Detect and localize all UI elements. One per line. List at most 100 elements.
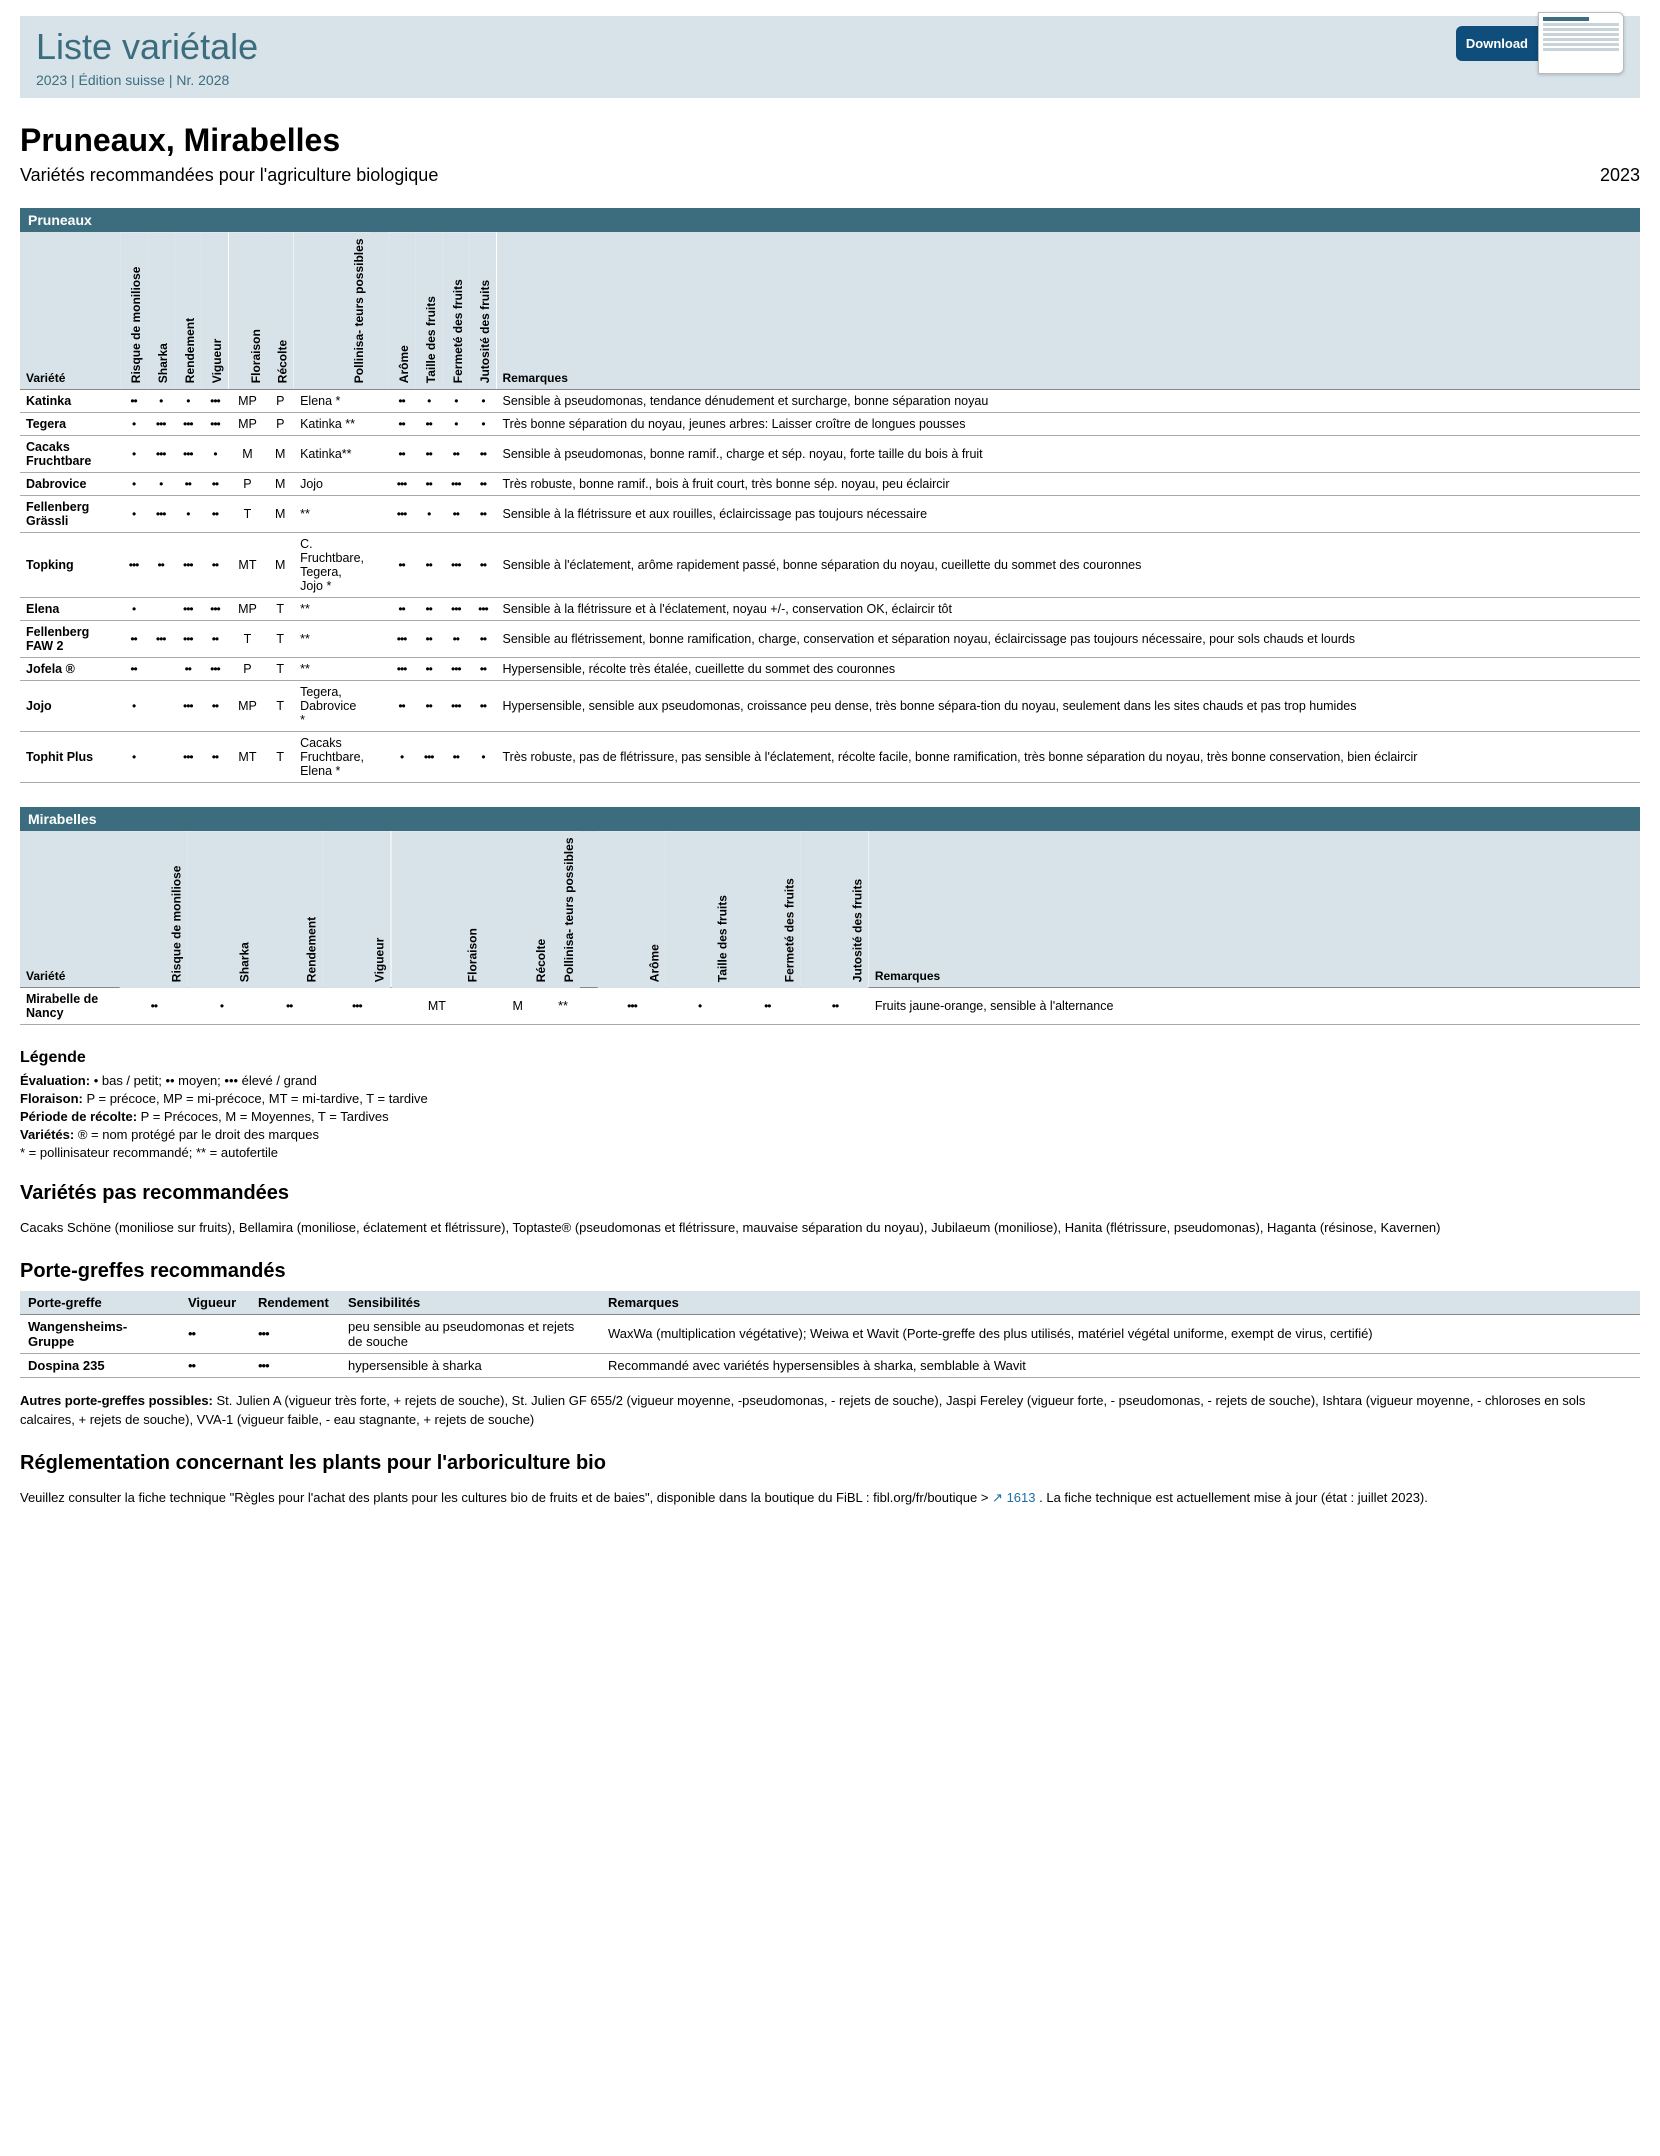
col-arome: Arôme	[388, 232, 415, 389]
cell-pollinisateurs: Cacaks Fruchtbare, Elena *	[294, 731, 370, 782]
cell-remarques: Sensible à l'éclatement, arôme rapidemen…	[497, 532, 1641, 597]
rootstock-others: Autres porte-greffes possibles: St. Juli…	[20, 1391, 1640, 1430]
table-row: Fellenberg Grässli•••••••TM**••••••••Sen…	[20, 495, 1640, 532]
variety-name: Katinka	[20, 389, 120, 412]
table-row: Cacaks Fruchtbare••••••••MMKatinka**••••…	[20, 435, 1640, 472]
table-row: Tophit Plus••••••MTTCacaks Fruchtbare, E…	[20, 731, 1640, 782]
rootstock-header-row: Porte-greffe Vigueur Rendement Sensibili…	[20, 1291, 1640, 1315]
legend-title: Légende	[20, 1049, 1640, 1067]
table-row: Fellenberg FAW 2••••••••••TT**•••••••••S…	[20, 620, 1640, 657]
cell-taille: ••	[415, 435, 442, 472]
cell-taille: •	[666, 988, 734, 1025]
external-link-icon: ↗	[992, 1490, 1003, 1505]
cell-moniliose: •	[120, 412, 147, 435]
variety-name: Mirabelle de Nancy	[20, 988, 120, 1025]
regulation-text: Veuillez consulter la fiche technique "R…	[20, 1488, 1640, 1508]
cell-recolte: T	[266, 657, 294, 680]
col-recolte: Récolte	[266, 232, 294, 389]
col-pollinisateurs: Pollinisa- teurs possibles	[294, 232, 370, 389]
cell-pollinisateurs: **	[294, 597, 370, 620]
cell-vigueur: ••	[201, 620, 228, 657]
cell-sharka: •	[147, 472, 174, 495]
section-band-pruneaux: Pruneaux	[20, 208, 1640, 232]
cell-fermete: ••	[442, 495, 469, 532]
cell-arome: ••	[388, 389, 415, 412]
col-fermete: Fermeté des fruits	[733, 831, 801, 988]
col-floraison: Floraison	[229, 232, 267, 389]
cell-arome: •••	[598, 988, 666, 1025]
header-left: Liste variétale 2023 | Édition suisse | …	[36, 26, 258, 88]
mirabelles-table: Variété Risque de moniliose Sharka Rende…	[20, 831, 1640, 1026]
cell-remarques: Sensible à la flétrissure et aux rouille…	[497, 495, 1641, 532]
cell-gap	[370, 472, 388, 495]
cell-sharka: •	[147, 389, 174, 412]
cell-sharka: ••	[147, 532, 174, 597]
download-thumbnail[interactable]	[1538, 12, 1624, 74]
cell-moniliose: •	[120, 731, 147, 782]
rootstock-vigueur: ••	[180, 1353, 250, 1377]
cell-fermete: •••	[442, 680, 469, 731]
cell-gap	[580, 988, 598, 1025]
cell-recolte: M	[266, 532, 294, 597]
rootstock-sensibilites: peu sensible au pseudomonas et rejets de…	[340, 1314, 600, 1353]
subtitle-row: Variétés recommandées pour l'agriculture…	[20, 165, 1640, 186]
cell-taille: ••	[415, 620, 442, 657]
table-row: Dabrovice••••••PMJojo••••••••••Très robu…	[20, 472, 1640, 495]
rs-col-vig: Vigueur	[180, 1291, 250, 1315]
cell-recolte: P	[266, 389, 294, 412]
cell-jutosite: •••	[469, 597, 496, 620]
table-row: Elena•••••••MPT**••••••••••Sensible à la…	[20, 597, 1640, 620]
cell-moniliose: ••	[120, 389, 147, 412]
cell-fermete: ••	[442, 435, 469, 472]
cell-arome: •••	[388, 495, 415, 532]
table-row: Tegera••••••••••MPPKatinka **••••••Très …	[20, 412, 1640, 435]
cell-sharka: •••	[147, 435, 174, 472]
col-floraison: Floraison	[391, 831, 483, 988]
regulation-link[interactable]: 1613	[1007, 1490, 1036, 1505]
cell-rendement: ••	[174, 657, 201, 680]
cell-arome: ••	[388, 532, 415, 597]
col-arome: Arôme	[598, 831, 666, 988]
col-recolte: Récolte	[483, 831, 552, 988]
cell-rendement: ••	[174, 472, 201, 495]
variety-name: Cacaks Fruchtbare	[20, 435, 120, 472]
page-year: 2023	[1600, 165, 1640, 186]
cell-taille: ••	[415, 680, 442, 731]
cell-rendement: •••	[174, 680, 201, 731]
cell-rendement: •••	[174, 620, 201, 657]
cell-sharka: •••	[147, 495, 174, 532]
download-box: Download	[1456, 12, 1624, 74]
cell-gap	[370, 495, 388, 532]
cell-fermete: ••	[442, 620, 469, 657]
cell-taille: ••	[415, 597, 442, 620]
cell-vigueur: •••	[201, 412, 228, 435]
download-button[interactable]: Download	[1456, 26, 1538, 61]
cell-vigueur: ••	[201, 495, 228, 532]
cell-arome: •••	[388, 657, 415, 680]
pruneaux-header-row: Variété Risque de moniliose Sharka Rende…	[20, 232, 1640, 389]
cell-rendement: •	[174, 495, 201, 532]
cell-jutosite: ••	[469, 620, 496, 657]
cell-floraison: P	[229, 472, 267, 495]
cell-remarques: Sensible à la flétrissure et à l'éclatem…	[497, 597, 1641, 620]
cell-floraison: MP	[229, 389, 267, 412]
rootstock-name: Wangensheims-Gruppe	[20, 1314, 180, 1353]
cell-jutosite: ••	[801, 988, 869, 1025]
rootstock-name: Dospina 235	[20, 1353, 180, 1377]
cell-vigueur: ••	[201, 532, 228, 597]
header-bar: Liste variétale 2023 | Édition suisse | …	[20, 16, 1640, 98]
page-subtitle: Variétés recommandées pour l'agriculture…	[20, 165, 438, 186]
cell-fermete: •••	[442, 472, 469, 495]
cell-moniliose: •	[120, 472, 147, 495]
cell-jutosite: ••	[469, 657, 496, 680]
cell-pollinisateurs: Katinka**	[294, 435, 370, 472]
cell-sharka	[147, 731, 174, 782]
cell-gap	[370, 657, 388, 680]
cell-arome: ••	[388, 435, 415, 472]
variety-name: Jofela ®	[20, 657, 120, 680]
legend-line-1: Évaluation: • bas / petit; •• moyen; •••…	[20, 1073, 1640, 1088]
regulation-pre: Veuillez consulter la fiche technique "R…	[20, 1490, 992, 1505]
cell-jutosite: ••	[469, 472, 496, 495]
rs-col-ren: Rendement	[250, 1291, 340, 1315]
col-rendement: Rendement	[174, 232, 201, 389]
